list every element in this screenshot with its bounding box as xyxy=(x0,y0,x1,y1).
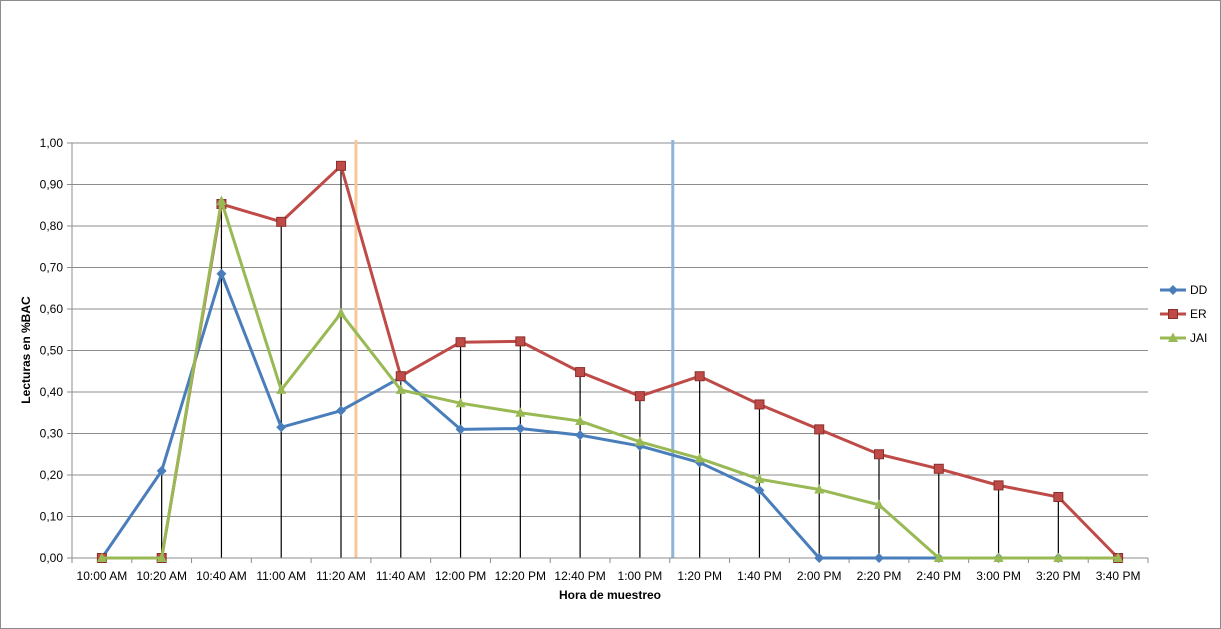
data-point xyxy=(814,424,825,435)
y-tick-label: 1,00 xyxy=(40,136,64,150)
legend: DD ER JAI xyxy=(1160,283,1208,345)
data-point xyxy=(156,552,167,562)
data-point xyxy=(754,485,765,496)
legend-label: DD xyxy=(1190,283,1208,297)
series-layer xyxy=(96,160,1124,563)
reference-lines xyxy=(354,140,675,558)
data-point xyxy=(1053,552,1064,562)
data-point xyxy=(1168,332,1178,342)
y-tick-label: 0,60 xyxy=(40,302,64,316)
y-tick-label: 0,80 xyxy=(40,219,64,233)
series-line xyxy=(100,272,1119,560)
data-point xyxy=(814,484,825,494)
data-point xyxy=(1168,285,1178,295)
data-point xyxy=(1168,309,1178,319)
data-point xyxy=(156,465,167,476)
data-point xyxy=(694,371,705,382)
data-point xyxy=(336,160,346,171)
series-line xyxy=(101,164,1120,560)
x-tick-label: 11:00 AM xyxy=(256,569,306,583)
x-tick-label: 10:00 AM xyxy=(77,569,128,583)
y-tick-label: 0,90 xyxy=(40,178,64,192)
legend-item: JAI xyxy=(1160,331,1207,345)
data-point xyxy=(276,216,287,227)
data-point xyxy=(515,423,526,434)
data-point xyxy=(874,449,884,460)
data-point xyxy=(575,430,586,441)
data-point xyxy=(993,552,1004,562)
data-point xyxy=(395,384,406,394)
x-tick-label: 11:40 AM xyxy=(376,569,426,583)
y-tick-label: 0,50 xyxy=(40,344,64,358)
x-tick-labels: 10:00 AM 10:20 AM 10:40 AM 11:00 AM 11:20 AM… xyxy=(77,569,1141,583)
x-tick-label: 10:20 AM xyxy=(136,569,187,583)
y-tick-labels: 0,00 0,10 0,20 0,30 0,40 0,50 0,60 0,70 0,80 0,90… xyxy=(40,136,64,565)
x-tick-label: 12:20 PM xyxy=(495,569,546,583)
data-point xyxy=(1053,491,1064,502)
data-point xyxy=(754,399,765,410)
data-point xyxy=(575,367,586,378)
data-point xyxy=(754,473,765,484)
y-tick-label: 0,00 xyxy=(40,551,64,565)
legend-label: JAI xyxy=(1190,331,1207,345)
data-point xyxy=(1113,552,1124,562)
data-point xyxy=(575,415,586,426)
x-tick-label: 12:40 PM xyxy=(554,569,605,583)
y-tick-label: 0,10 xyxy=(40,510,64,524)
x-tick-label: 3:20 PM xyxy=(1036,569,1081,583)
x-tick-label: 2:00 PM xyxy=(797,569,842,583)
y-tick-label: 0,40 xyxy=(40,385,64,399)
data-point xyxy=(634,436,645,446)
x-tick-label: 3:40 PM xyxy=(1096,569,1141,583)
data-point xyxy=(336,405,346,416)
axes xyxy=(71,143,1149,563)
data-point xyxy=(993,480,1004,491)
data-point xyxy=(276,384,287,394)
x-tick-label: 2:20 PM xyxy=(857,569,902,583)
data-point xyxy=(336,307,346,318)
data-point xyxy=(455,424,466,435)
data-point xyxy=(634,391,645,402)
x-tick-label: 11:20 AM xyxy=(316,569,366,583)
series-jai xyxy=(96,195,1124,562)
data-point xyxy=(694,452,705,463)
x-tick-label: 2:40 PM xyxy=(916,569,961,583)
series-dd xyxy=(96,268,1124,563)
data-point xyxy=(874,499,884,509)
series-er xyxy=(96,160,1124,563)
series-line xyxy=(101,199,1119,560)
data-point xyxy=(216,268,227,279)
y-tick-label: 0,20 xyxy=(40,468,64,482)
data-point xyxy=(515,407,526,417)
drop-lines xyxy=(161,165,1059,558)
data-point xyxy=(455,337,466,348)
x-tick-label: 1:20 PM xyxy=(677,569,722,583)
y-tick-label: 0,30 xyxy=(40,427,64,441)
x-tick-label: 1:40 PM xyxy=(737,569,782,583)
x-tick-label: 3:00 PM xyxy=(976,569,1021,583)
x-tick-label: 12:00 PM xyxy=(435,569,486,583)
x-tick-label: 1:00 PM xyxy=(618,569,663,583)
y-tick-label: 0,70 xyxy=(40,261,64,275)
x-axis-title: Hora de muestreo xyxy=(559,588,661,602)
y-axis-title: Lecturas en %BAC xyxy=(19,296,33,404)
data-point xyxy=(515,336,526,347)
data-point xyxy=(814,553,825,563)
data-point xyxy=(96,552,107,562)
data-point xyxy=(874,553,884,563)
legend-item: ER xyxy=(1160,307,1207,321)
data-point xyxy=(933,552,944,562)
data-point xyxy=(395,371,406,382)
data-point xyxy=(455,397,466,408)
data-point xyxy=(216,195,227,206)
x-tick-label: 10:40 AM xyxy=(196,569,247,583)
legend-item: DD xyxy=(1160,283,1208,297)
data-point xyxy=(933,463,944,474)
data-point xyxy=(276,422,287,433)
legend-label: ER xyxy=(1190,307,1207,321)
